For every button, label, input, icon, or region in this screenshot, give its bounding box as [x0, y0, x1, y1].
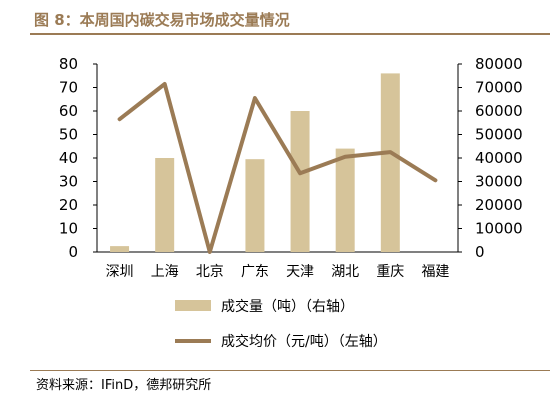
y-right-tick-label: 60000	[475, 102, 523, 120]
bar-5	[335, 148, 355, 252]
y-left-tick-label: 70	[59, 79, 78, 97]
bar-0	[110, 246, 130, 252]
y-left-tick-label: 0	[68, 243, 78, 261]
y-right-tick-label: 40000	[475, 149, 523, 167]
legend-label-bar: 成交量（吨）（右轴）	[221, 298, 354, 315]
y-left-tick-label: 50	[59, 126, 78, 144]
y-right-tick-label: 70000	[475, 79, 523, 97]
legend-swatch-bar	[175, 300, 211, 311]
x-tick-label: 重庆	[376, 264, 404, 280]
chart-title: 图 8：本周国内碳交易市场成交量情况	[34, 11, 290, 29]
x-tick-label: 湖北	[331, 264, 359, 280]
y-left-tick-label: 10	[59, 220, 78, 238]
bar-6	[380, 73, 400, 253]
bar-1	[155, 158, 175, 252]
y-right-tick-label: 20000	[475, 196, 523, 214]
bar-4	[290, 111, 310, 252]
y-left-tick-label: 30	[59, 173, 78, 191]
price-line	[117, 82, 438, 254]
y-left-tick-label: 40	[59, 149, 78, 167]
title-rule	[30, 33, 550, 35]
y-left-tick-label: 80	[59, 55, 78, 73]
y-left-tick-label: 60	[59, 102, 78, 120]
y-right-tick-label: 0	[475, 243, 485, 261]
x-tick-label: 北京	[196, 264, 224, 280]
y-left-tick-label: 20	[59, 196, 78, 214]
y-right-tick-label: 50000	[475, 126, 523, 144]
y-right-tick-label: 80000	[475, 55, 523, 73]
source-rule	[30, 370, 550, 371]
source-note: 资料来源：IFinD，德邦研究所	[36, 378, 212, 393]
x-tick-label: 广东	[241, 264, 269, 280]
y-right-tick-label: 10000	[475, 220, 523, 238]
x-tick-label: 上海	[151, 264, 179, 280]
y-right-tick-label: 30000	[475, 173, 523, 191]
bar-3	[245, 159, 265, 252]
x-tick-label: 福建	[421, 264, 449, 280]
x-tick-label: 深圳	[106, 264, 134, 280]
x-tick-label: 天津	[286, 264, 314, 280]
legend-label-line: 成交均价（元/吨）（左轴）	[221, 333, 387, 350]
